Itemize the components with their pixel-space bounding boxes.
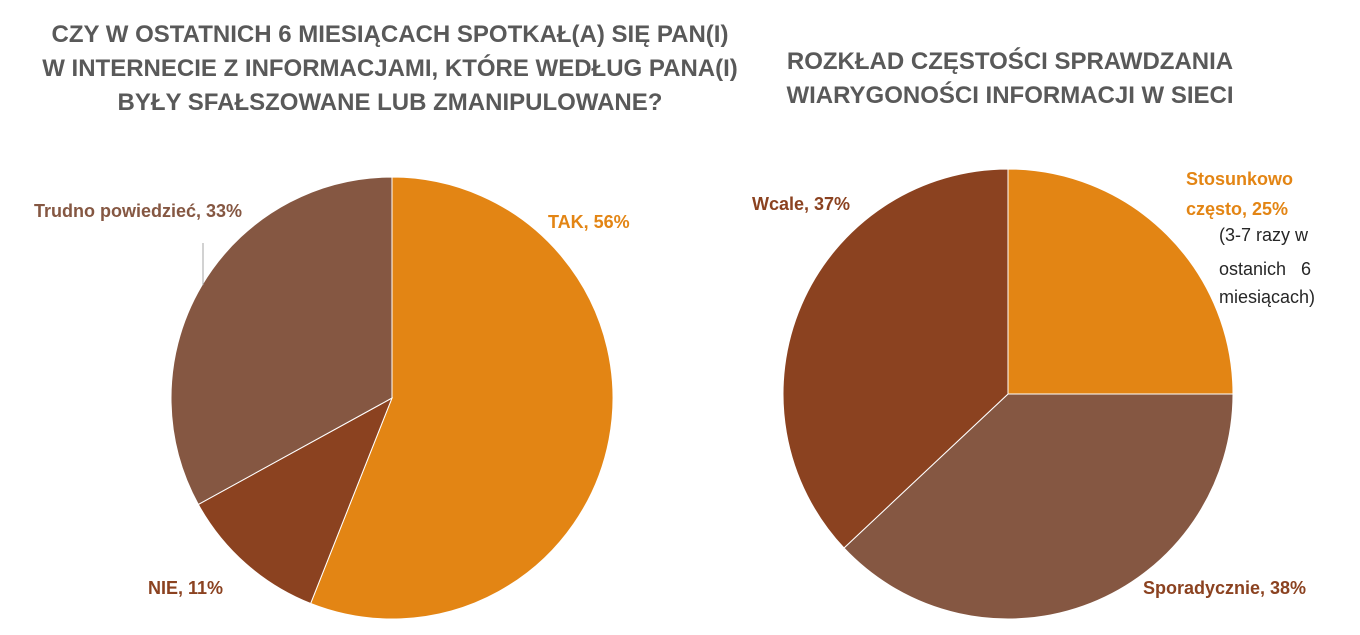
data-label-stosunkowo-line1: Stosunkowo: [1186, 169, 1293, 189]
data-label-sporadycznie: Sporadycznie, 38%: [1143, 578, 1307, 598]
right-slice-stosunkowo-często: [1007, 168, 1234, 395]
data-label-tak: TAK, 56%: [548, 212, 630, 232]
data-label-wcale: Wcale, 37%: [752, 194, 851, 214]
annotation-line-3: miesiącach): [1219, 287, 1316, 307]
right-slice-wcale: [782, 168, 1009, 549]
annotation-line-1: (3-7 razy w: [1219, 225, 1309, 245]
right-pie: [782, 168, 1234, 620]
left-slice-tak: [309, 176, 614, 620]
left-slice-nie: [197, 396, 393, 605]
right-chart-title: ROZKŁAD CZĘSTOŚCI SPRAWDZANIA WIARYGONOŚ…: [786, 48, 1234, 109]
left-chart-title: CZY W OSTATNICH 6 MIESIĄCACH SPOTKAŁ(A) …: [42, 21, 738, 116]
data-label-nie: NIE, 11%: [148, 578, 224, 598]
right-slice-sporadycznie: [843, 393, 1234, 620]
data-label-trudno: Trudno powiedzieć, 33%: [34, 201, 243, 221]
annotation-line-2: ostanich 6: [1219, 259, 1312, 279]
data-label-stosunkowo-line2: często, 25%: [1186, 199, 1289, 219]
left-pie: [170, 176, 614, 620]
left-slice-trudno-powiedzieć: [170, 176, 393, 506]
